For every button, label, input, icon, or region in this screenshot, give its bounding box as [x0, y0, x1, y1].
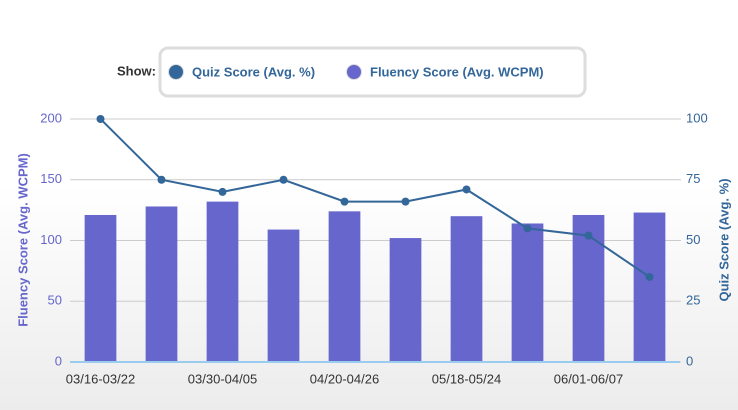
line: [99, 118, 651, 278]
bar: [633, 212, 666, 362]
line-point: [645, 272, 654, 281]
y2-tick-label: 100: [686, 110, 708, 125]
legend-swatch[interactable]: [346, 64, 362, 80]
x-tick-label: 04/20-04/26: [310, 371, 379, 386]
bar: [145, 206, 178, 362]
x-tick-label: 05/18-05/24: [432, 371, 501, 386]
legend-label[interactable]: Fluency Score (Avg. WCPM): [370, 64, 544, 79]
x-tick-label: 03/30-04/05: [188, 371, 257, 386]
legend-label[interactable]: Quiz Score (Avg. %): [192, 64, 315, 79]
legend-swatch[interactable]: [168, 64, 184, 80]
y-tick-label: 200: [40, 110, 62, 125]
y2-tick-label: 50: [686, 232, 700, 247]
bar: [328, 211, 361, 362]
y-tick-label: 100: [40, 232, 62, 247]
legend-box: [158, 46, 587, 98]
line-point: [523, 224, 532, 233]
bar: [206, 201, 239, 362]
line-point: [401, 197, 410, 206]
legend: Quiz Score (Avg. %) Fluency Score (Avg. W…: [168, 64, 544, 80]
y2-axis-title: Quiz Score (Avg. %): [716, 178, 731, 301]
y-tick-label: 50: [48, 293, 62, 308]
x-tick-label: 03/16-03/22: [66, 371, 135, 386]
line-point: [218, 187, 227, 196]
y2-tick-label: 75: [686, 171, 700, 186]
y2-tick-label: 25: [686, 293, 700, 308]
y-tick-label: 0: [55, 353, 62, 368]
line-point: [96, 115, 105, 123]
y2-tick-label: 0: [686, 353, 693, 368]
line-point: [340, 197, 349, 206]
x-tick-label: 06/01-06/07: [554, 371, 623, 386]
line-point: [279, 175, 288, 184]
bar: [267, 229, 300, 362]
bar: [84, 214, 117, 362]
legend-title: Show:: [117, 63, 156, 78]
y-tick-label: 150: [40, 171, 62, 186]
bar: [389, 238, 422, 362]
line-point: [584, 231, 593, 240]
legend-item[interactable]: Fluency Score (Avg. WCPM): [346, 64, 544, 80]
bar: [450, 216, 483, 362]
legend-item[interactable]: Quiz Score (Avg. %): [168, 64, 316, 80]
bar: [511, 223, 544, 362]
line-point: [157, 175, 166, 184]
line-point: [462, 185, 471, 194]
y-axis-title: Fluency Score (Avg. WCPM): [15, 153, 30, 327]
